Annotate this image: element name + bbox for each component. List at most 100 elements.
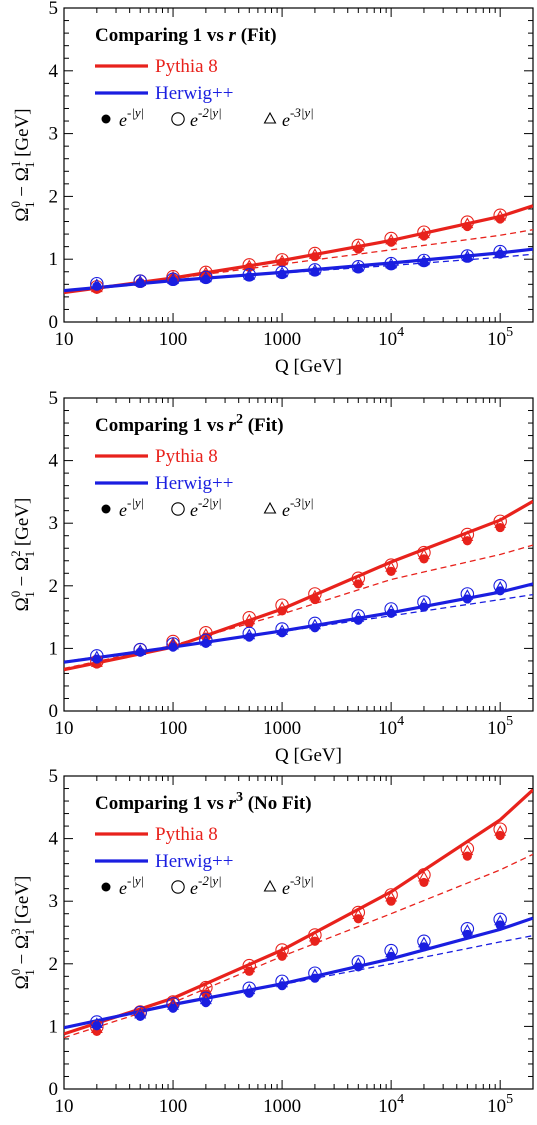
y-tick-label: 0	[49, 312, 59, 333]
marker-open-circle	[493, 208, 507, 222]
marker-open-circle	[460, 587, 475, 601]
marker-filled-circle	[201, 998, 211, 1008]
marker-open-triangle	[276, 601, 289, 612]
marker-open-triangle	[90, 650, 103, 662]
marker-legend-label: e-3|y|	[282, 873, 314, 898]
marker-filled-circle	[462, 851, 472, 861]
marker-filled-circle	[310, 623, 320, 633]
y-tick-label: 2	[49, 954, 59, 975]
marker-open-circle	[242, 268, 257, 282]
marker-open-circle	[90, 1020, 104, 1034]
marker-filled-circle	[386, 237, 396, 247]
y-tick-label: 4	[49, 451, 59, 472]
x-tick-label: 104	[378, 1092, 404, 1117]
marker-open-triangle	[134, 644, 147, 655]
x-tick-label: 100	[159, 329, 188, 350]
marker-legend-label: e-3|y|	[282, 105, 314, 130]
marker-open-triangle	[243, 961, 256, 973]
marker-open-triangle	[494, 517, 507, 528]
marker-legend-label: e-2|y|	[190, 495, 222, 520]
herwig-dashed-curve	[64, 593, 533, 663]
marker-open-circle	[199, 270, 213, 285]
curves	[64, 499, 533, 672]
y-tick-label: 5	[49, 388, 59, 409]
marker-open-circle	[308, 263, 322, 277]
y-tick-label: 1	[49, 249, 59, 270]
y-tick-label: 0	[49, 701, 59, 722]
legend-label: Herwig++	[155, 83, 233, 104]
marker-open-circle	[460, 921, 475, 936]
chart-panel-2: 10 100 1000 104 105 0 1 2 3 4 5 Q [GeV] Ω01 − Ω21 [G…	[8, 388, 534, 766]
marker-filled-circle	[419, 231, 429, 241]
marker-filled-circle	[168, 1003, 178, 1013]
y-tick-label: 5	[49, 0, 59, 19]
legend-label: Pythia 8	[155, 824, 218, 845]
marker-open-triangle	[167, 999, 179, 1010]
marker-open-circle	[417, 595, 431, 609]
marker-open-triangle	[385, 257, 398, 269]
herwig-dashed-curve	[64, 934, 533, 1028]
x-tick-label: 105	[487, 714, 513, 739]
marker-open-triangle	[90, 1017, 103, 1028]
marker-open-triangle	[385, 233, 398, 245]
marker-open-triangle	[134, 1007, 147, 1019]
marker-open-circle	[242, 981, 257, 995]
marker-filled-circle	[244, 632, 254, 642]
marker-open-triangle	[494, 581, 507, 592]
legend-label: Pythia 8	[155, 56, 218, 77]
chart-panel-3: 10 100 1000 104 105 0 1 2 3 4 5 Q [GeV] Ω01 − Ω31 [G…	[8, 766, 534, 1125]
marker-open-triangle	[385, 946, 398, 958]
plot-frame	[63, 397, 534, 712]
marker-legend-filled-circle	[101, 504, 111, 514]
marker-open-triangle	[308, 968, 321, 980]
marker-filled-circle	[353, 615, 363, 625]
marker-filled-circle	[92, 1021, 102, 1031]
marker-open-triangle	[352, 908, 365, 920]
y-axis-title: Ω01 − Ω31 [GeV]	[8, 876, 37, 990]
marker-open-triangle	[352, 260, 365, 272]
legend: Pythia 8 Herwig++ e-|y| e-2|y| e-3|y|	[95, 824, 314, 898]
y-tick-label: 3	[49, 513, 59, 534]
marker-open-triangle	[494, 825, 507, 836]
marker-legend-open-circle	[171, 112, 185, 126]
marker-legend-label: e-2|y|	[190, 105, 222, 130]
marker-open-circle	[133, 1005, 147, 1020]
pythia-markers	[90, 514, 507, 669]
marker-open-triangle	[461, 217, 474, 229]
marker-open-triangle	[385, 890, 398, 902]
marker-open-triangle	[418, 548, 430, 560]
marker-open-circle	[460, 249, 475, 263]
y-tick-label: 4	[49, 829, 59, 850]
marker-open-triangle	[276, 624, 289, 635]
x-tick-label: 1000	[263, 329, 301, 350]
marker-open-triangle	[199, 634, 212, 646]
marker-open-circle	[308, 246, 322, 261]
y-tick-label: 4	[49, 61, 59, 82]
marker-open-circle	[90, 280, 104, 294]
marker-open-triangle	[308, 618, 321, 630]
marker-open-circle	[166, 997, 180, 1011]
marker-open-triangle	[494, 209, 507, 221]
marker-open-circle	[90, 649, 104, 663]
marker-open-triangle	[243, 268, 256, 280]
legend: Pythia 8 Herwig++ e-|y| e-2|y| e-3|y|	[95, 446, 314, 520]
legend-label: Herwig++	[155, 473, 233, 494]
marker-open-circle	[90, 276, 104, 291]
chart-panel-1: 10 100 1000 104 105 0 1 2 3 4 5 Q [GeV] Ω01 − Ω11 [G…	[8, 0, 534, 377]
x-tick-label: 1000	[263, 1096, 301, 1117]
marker-open-circle	[166, 637, 180, 651]
x-axis-title: Q [GeV]	[275, 1123, 342, 1125]
marker-open-circle	[417, 934, 431, 949]
x-tick-label: 10	[55, 329, 74, 350]
marker-legend-label: e-|y|	[119, 105, 144, 130]
marker-legend-label: e-|y|	[119, 495, 144, 520]
herwig-markers	[90, 579, 507, 664]
marker-open-triangle	[308, 263, 321, 275]
marker-open-triangle	[243, 628, 256, 640]
herwig-markers	[90, 912, 507, 1031]
herwig-markers	[90, 244, 507, 291]
marker-open-triangle	[276, 976, 289, 988]
marker-legend-label: e-|y|	[119, 873, 144, 898]
marker-open-triangle	[352, 611, 365, 622]
marker-open-circle	[308, 616, 322, 631]
